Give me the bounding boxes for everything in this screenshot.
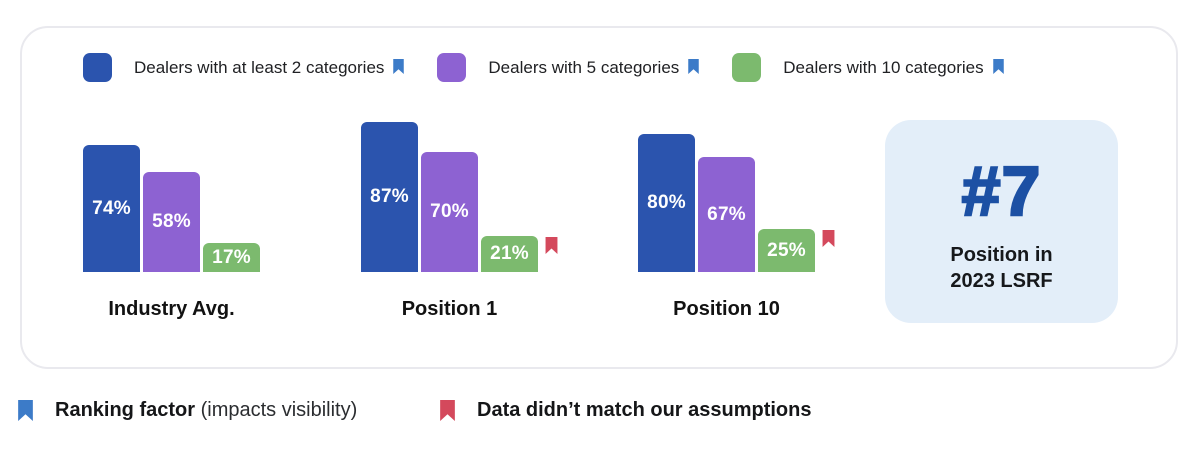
group-label: Position 10 (673, 298, 780, 320)
bars-row: 87% 70% 21% (361, 92, 558, 272)
bookmark-blue-icon (393, 59, 405, 74)
bar-series-0: 80% (638, 134, 695, 272)
rank-card: #7 Position in 2023 LSRF (885, 120, 1118, 323)
group-label: Industry Avg. (108, 298, 235, 320)
bar-value-label: 25% (767, 239, 806, 261)
bar-series-1: 67% (698, 157, 755, 272)
group-label: Position 1 (401, 298, 498, 320)
bookmark-red-icon (545, 237, 558, 254)
bookmark-red-icon (545, 237, 558, 254)
footnote-0: Ranking factor (impacts visibility) (18, 399, 357, 422)
legend-item-2: Dealers with 10 categories (732, 53, 1004, 82)
rank-number: #7 (960, 151, 1042, 230)
bar-value-label: 67% (707, 203, 746, 225)
chart-panel: Dealers with at least 2 categories Dealer… (20, 26, 1178, 369)
bar-value-label: 58% (152, 211, 191, 232)
bar-series-2: 17% (203, 243, 260, 272)
footnote-1: Data didn’t match our assumptions (440, 399, 811, 422)
bar-series-2: 21% (481, 236, 558, 272)
bar-value-label: 87% (370, 186, 409, 207)
legend-swatch (732, 53, 762, 82)
bookmark-blue-icon (18, 400, 33, 421)
bookmark-blue-icon (688, 59, 700, 74)
rank-label: Position in 2023 LSRF (950, 242, 1052, 294)
legend-swatch (83, 53, 112, 82)
bar-value-label: 21% (490, 243, 529, 264)
legend-label: Dealers with 10 categories (783, 57, 984, 77)
bar-group-2: 80% 67% 25% Position 10 (638, 92, 835, 321)
legend-label: Dealers with at least 2 categories (134, 57, 385, 77)
bookmark-red-icon (822, 230, 835, 247)
bar-group-0: 74% 58% 17% Industry Avg. (83, 92, 260, 321)
rank-label-line1: Position in (950, 243, 1053, 266)
bar-series-0: 74% (83, 145, 140, 272)
bar-value-label: 80% (647, 192, 686, 213)
bar-value-label: 17% (212, 246, 251, 268)
bars-row: 74% 58% 17% (83, 92, 260, 272)
footnote-text: Data didn’t match our assumptions (477, 399, 812, 421)
legend-swatch (437, 53, 467, 82)
bar-series-1: 70% (421, 152, 478, 272)
legend-label: Dealers with 5 categories (488, 57, 680, 77)
bar-series-0: 87% (361, 122, 418, 272)
bar-value-label: 70% (430, 201, 469, 222)
bookmark-red-icon (822, 230, 835, 247)
bars-row: 80% 67% 25% (638, 92, 835, 272)
bar-series-1: 58% (143, 172, 200, 272)
footnote-text: Ranking factor (impacts visibility) (55, 399, 358, 421)
bar-value-label: 74% (92, 197, 131, 219)
chart-legend: Dealers with at least 2 categories Dealer… (83, 53, 1004, 82)
bar-group-1: 87% 70% 21% Position 1 (361, 92, 558, 321)
bar-series-2: 25% (758, 229, 835, 272)
bookmark-red-icon (440, 400, 455, 421)
footnotes: Ranking factor (impacts visibility) Data … (0, 399, 1200, 429)
legend-item-0: Dealers with at least 2 categories (83, 53, 405, 82)
rank-label-line2: 2023 LSRF (950, 269, 1053, 292)
bookmark-blue-icon (992, 59, 1004, 74)
legend-item-1: Dealers with 5 categories (437, 53, 700, 82)
